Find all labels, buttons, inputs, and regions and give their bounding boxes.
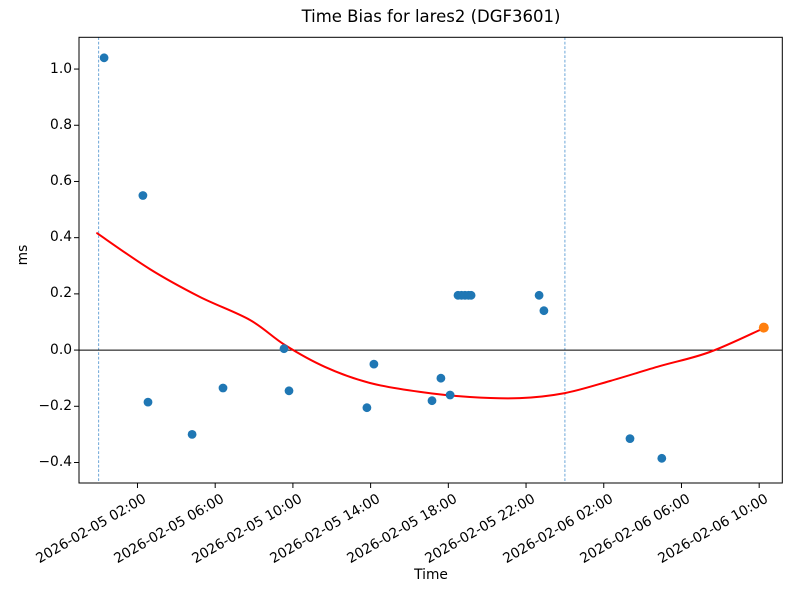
y-tick-label: 0.4 — [50, 229, 72, 246]
y-tick-label: 0.6 — [50, 172, 72, 189]
time-bias-observations-point — [218, 383, 228, 393]
time-bias-observations-point — [362, 403, 372, 413]
time-bias-observations-point — [539, 306, 549, 316]
axes-frame — [78, 36, 783, 484]
time-bias-observations-point — [99, 53, 109, 63]
time-bias-observations-point — [466, 290, 476, 300]
y-tick-label: 0.2 — [50, 285, 72, 302]
time-bias-observations-point — [143, 397, 153, 407]
y-tick-label: 0.8 — [50, 116, 72, 133]
y-tick-label: −0.4 — [38, 453, 72, 470]
time-bias-observations-point — [279, 344, 289, 354]
x-axis-label: Time — [414, 567, 448, 583]
y-tick-label: 1.0 — [50, 60, 72, 77]
time-bias-observations-point — [625, 434, 635, 443]
time-bias-observations-point — [369, 359, 379, 369]
time-bias-observations-point — [436, 373, 446, 383]
time-bias-observations-point — [187, 430, 197, 439]
fit-curve — [96, 232, 765, 400]
time-bias-observations-point — [138, 191, 148, 200]
time-bias-observations-point — [657, 453, 667, 463]
y-tick-label: −0.2 — [38, 397, 72, 414]
time-bias-observations-point — [445, 390, 455, 400]
latest-observation-point — [758, 322, 769, 333]
time-bias-observations-point — [284, 386, 294, 396]
chart-title: Time Bias for lares2 (DGF3601) — [301, 7, 561, 26]
time-bias-observations-point — [534, 290, 544, 300]
y-tick-label: 0.0 — [50, 341, 72, 358]
time-bias-observations-point — [427, 396, 437, 406]
